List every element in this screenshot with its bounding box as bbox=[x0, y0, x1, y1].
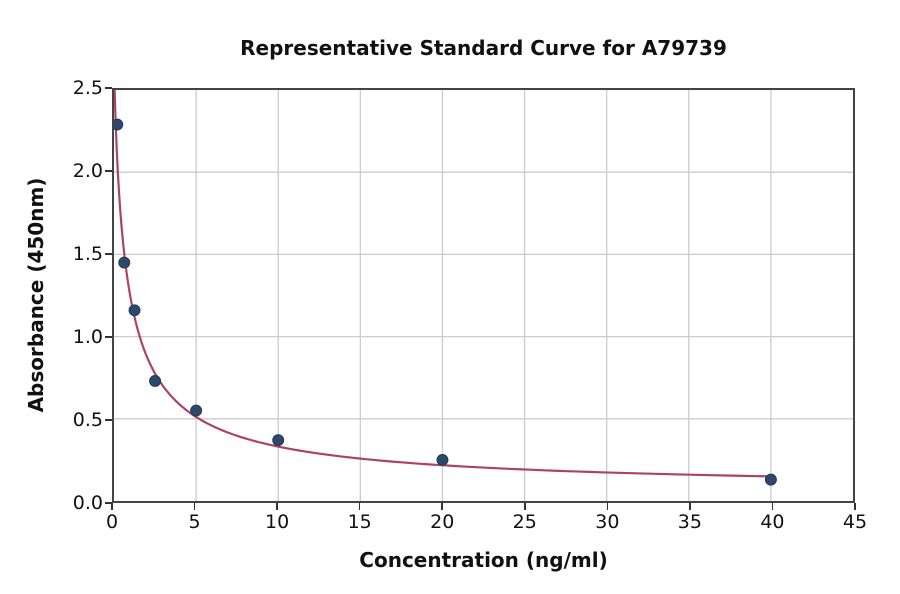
x-tick-label: 45 bbox=[842, 511, 868, 533]
data-point bbox=[114, 118, 124, 131]
x-tick bbox=[606, 503, 609, 510]
x-axis-label: Concentration (ng/ml) bbox=[359, 548, 608, 572]
x-tick bbox=[276, 503, 278, 510]
data-point bbox=[118, 256, 131, 269]
x-tick-label: 25 bbox=[512, 511, 537, 533]
x-tick-label: 40 bbox=[760, 511, 785, 533]
y-axis-label: Absorbance (450nm) bbox=[24, 177, 48, 413]
y-tick bbox=[105, 502, 112, 504]
y-tick bbox=[105, 170, 112, 172]
x-tick bbox=[193, 503, 196, 510]
x-tick bbox=[854, 503, 856, 510]
x-tick-label: 15 bbox=[347, 511, 372, 533]
y-tick-label: 2.5 bbox=[72, 77, 103, 99]
x-tick bbox=[111, 503, 113, 510]
y-tick bbox=[105, 253, 112, 255]
data-point bbox=[190, 404, 203, 417]
data-point bbox=[764, 473, 777, 486]
y-tick-label: 1.0 bbox=[72, 326, 103, 348]
y-tick bbox=[105, 336, 112, 338]
data-point bbox=[128, 304, 141, 317]
data-point bbox=[149, 375, 162, 387]
x-tick bbox=[441, 503, 444, 510]
x-tick bbox=[358, 503, 361, 510]
x-tick bbox=[689, 503, 691, 510]
x-tick-label: 30 bbox=[595, 511, 620, 533]
y-tick bbox=[105, 87, 112, 89]
x-tick bbox=[523, 503, 526, 510]
y-tick-label: 0.5 bbox=[72, 409, 103, 431]
x-tick-label: 5 bbox=[188, 511, 201, 533]
x-tick-label: 10 bbox=[265, 511, 290, 533]
data-point bbox=[272, 434, 285, 447]
y-tick-label: 1.5 bbox=[72, 243, 103, 265]
x-tick-label: 20 bbox=[430, 511, 455, 533]
x-tick-label: 0 bbox=[105, 511, 119, 533]
y-tick-label: 0.0 bbox=[72, 492, 103, 514]
fit-curve bbox=[114, 90, 771, 478]
plot-area bbox=[112, 88, 855, 503]
plot-canvas bbox=[114, 90, 853, 501]
x-tick-label: 35 bbox=[677, 511, 702, 533]
y-tick-label: 2.0 bbox=[72, 160, 103, 182]
y-tick bbox=[105, 419, 112, 421]
data-point bbox=[436, 453, 449, 466]
x-tick bbox=[771, 503, 774, 510]
chart-title: Representative Standard Curve for A79739 bbox=[240, 36, 727, 60]
